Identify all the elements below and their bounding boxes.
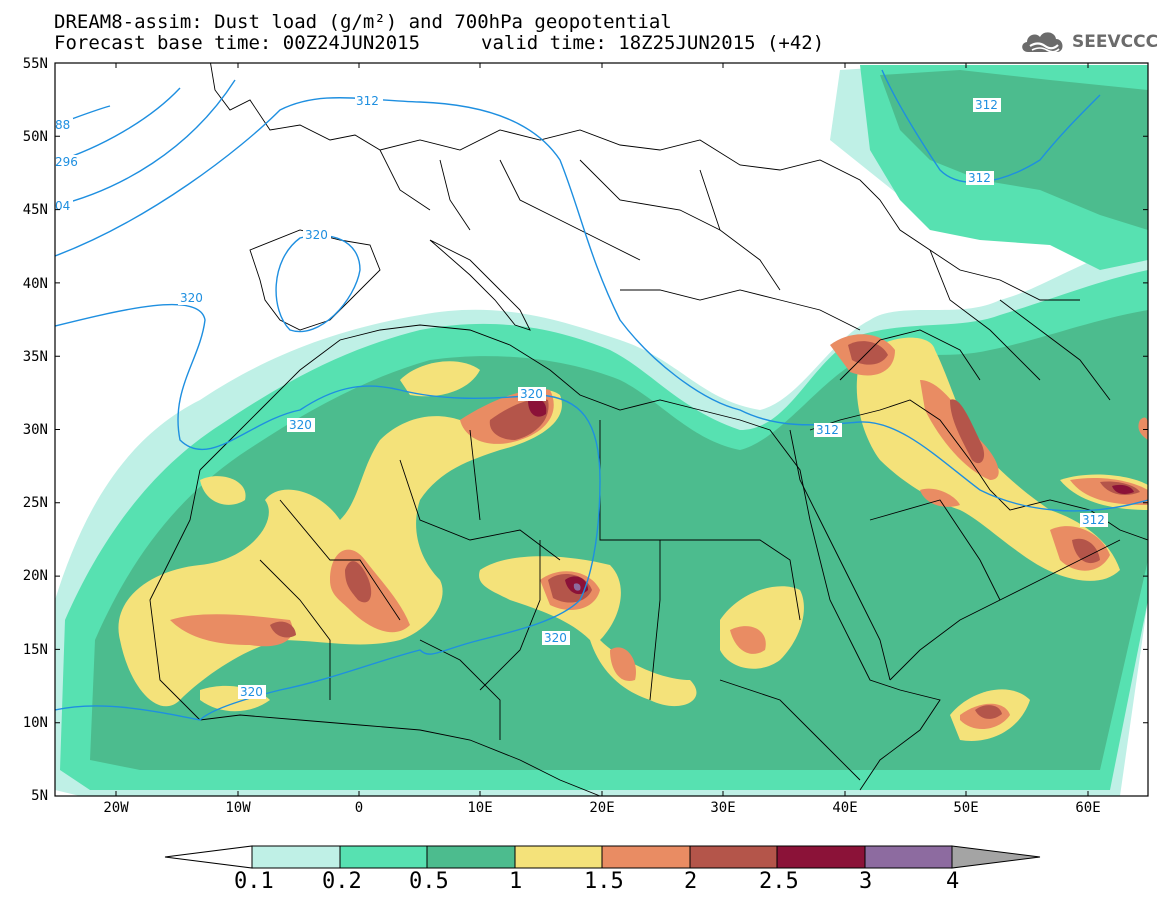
valid-time: valid time: 18Z25JUN2015 (+42) xyxy=(481,32,825,54)
contour-label: 320 xyxy=(240,685,263,699)
border-11 xyxy=(839,329,981,381)
coastline-red-sea xyxy=(789,429,891,681)
cloud-logo-icon xyxy=(1022,32,1063,53)
colorbar-swatch xyxy=(340,846,427,868)
dust-class-2 xyxy=(270,341,1140,719)
colorbar-swatch xyxy=(777,846,865,868)
border-4 xyxy=(469,429,481,521)
colorbar-label: 0.2 xyxy=(322,869,362,894)
lat-label: 15N xyxy=(23,642,48,658)
colorbar-swatch xyxy=(865,846,952,868)
colorbar-swatch xyxy=(690,846,777,868)
border-1 xyxy=(279,499,401,621)
contour-304 xyxy=(55,79,236,207)
contour-320-iberia xyxy=(275,234,361,333)
lon-label: 50E xyxy=(953,800,978,816)
lon-label: 10W xyxy=(225,800,251,816)
contour-label: 296 xyxy=(55,155,78,169)
border-10 xyxy=(869,499,1001,601)
colorbar-swatch xyxy=(252,846,340,868)
contour-312-west xyxy=(55,97,1148,512)
colorbar-swatch xyxy=(427,846,515,868)
contour-label: 88 xyxy=(55,118,70,132)
border-9 xyxy=(719,679,861,781)
border-14 xyxy=(439,159,471,231)
border-8 xyxy=(419,639,501,740)
contour-label: 312 xyxy=(816,423,839,437)
contour-label: 320 xyxy=(289,418,312,432)
contour-label: 04 xyxy=(55,199,70,213)
lon-label: 20E xyxy=(589,800,614,816)
lon-axis: 20W 10W 0 10E 20E 30E 40E 50E 60E xyxy=(103,800,1100,816)
border-16 xyxy=(579,159,721,231)
lat-label: 10N xyxy=(23,715,48,731)
lon-label: 0 xyxy=(355,800,363,816)
contour-label: 312 xyxy=(968,171,991,185)
contour-320-main xyxy=(55,303,601,721)
colorbar-label: 0.1 xyxy=(234,869,274,894)
lon-label: 40E xyxy=(832,800,857,816)
coastline-africa xyxy=(199,324,941,791)
lat-label: 55N xyxy=(23,56,48,72)
lat-ticks xyxy=(55,135,1148,724)
colorbar-label: 2 xyxy=(684,869,698,894)
contour-label: 312 xyxy=(975,98,998,112)
contour-label: 320 xyxy=(520,387,543,401)
colorbar-swatch xyxy=(602,846,690,868)
border-19 xyxy=(929,249,1041,381)
map-title: DREAM8-assim: Dust load (g/m²) and 700hP… xyxy=(54,11,672,33)
lat-label: 35N xyxy=(23,349,48,365)
lon-label: 60E xyxy=(1075,800,1100,816)
contour-label: 320 xyxy=(180,291,203,305)
colorbar-label: 3 xyxy=(859,869,873,894)
logo-text: SEEVCCC xyxy=(1072,32,1159,52)
colorbar-high-arrow xyxy=(951,845,1041,869)
lon-ticks xyxy=(115,63,1089,796)
border-13 xyxy=(499,159,641,261)
country-borders xyxy=(149,63,1148,796)
contour-label: 320 xyxy=(305,228,328,242)
lat-label: 20N xyxy=(23,568,48,584)
contour-label: 320 xyxy=(544,631,567,645)
seevccc-logo: SEEVCCC xyxy=(1018,26,1158,58)
colorbar-low-arrow xyxy=(164,845,253,869)
lon-label: 30E xyxy=(710,800,735,816)
lat-label: 45N xyxy=(23,202,48,218)
lon-label: 10E xyxy=(467,800,492,816)
dust-class-4 xyxy=(573,583,581,591)
forecast-base-time: Forecast base time: 00Z24JUN2015 xyxy=(54,32,421,54)
lat-label: 50N xyxy=(23,129,48,145)
coastline-italy xyxy=(429,239,531,331)
border-12 xyxy=(999,299,1111,401)
border-17 xyxy=(699,169,781,291)
colorbar-label: 1 xyxy=(509,869,523,894)
coastline-europe xyxy=(210,63,1080,301)
dust-class-0.5-north xyxy=(880,70,1148,230)
contour-label: 312 xyxy=(356,94,379,108)
border-18 xyxy=(620,289,861,331)
lat-label: 40N xyxy=(23,276,48,292)
colorbar-label: 4 xyxy=(946,869,960,894)
border-3 xyxy=(399,459,561,561)
lat-axis: 55N 50N 45N 40N 35N 30N 25N 20N 15N 10N … xyxy=(23,56,48,804)
border-6 xyxy=(660,539,801,621)
contour-label: 312 xyxy=(1082,513,1105,527)
lat-label: 30N xyxy=(23,422,48,438)
colorbar-label: 0.5 xyxy=(409,869,449,894)
lon-label: 20W xyxy=(103,800,129,816)
colorbar-label: 1.5 xyxy=(584,869,624,894)
lat-label: 25N xyxy=(23,495,48,511)
border-7 xyxy=(479,540,541,691)
geopotential-contours xyxy=(55,69,1148,721)
lat-label: 5N xyxy=(31,788,48,804)
colorbar-swatch xyxy=(515,846,602,868)
colorbar-label: 2.5 xyxy=(759,869,799,894)
coastline-west-africa xyxy=(149,469,601,796)
border-2 xyxy=(259,559,331,700)
colorbar xyxy=(164,845,1041,869)
contour-label-group: 88 296 04 312 320 320 320 320 320 320 31… xyxy=(55,94,1108,699)
border-15 xyxy=(379,149,431,211)
